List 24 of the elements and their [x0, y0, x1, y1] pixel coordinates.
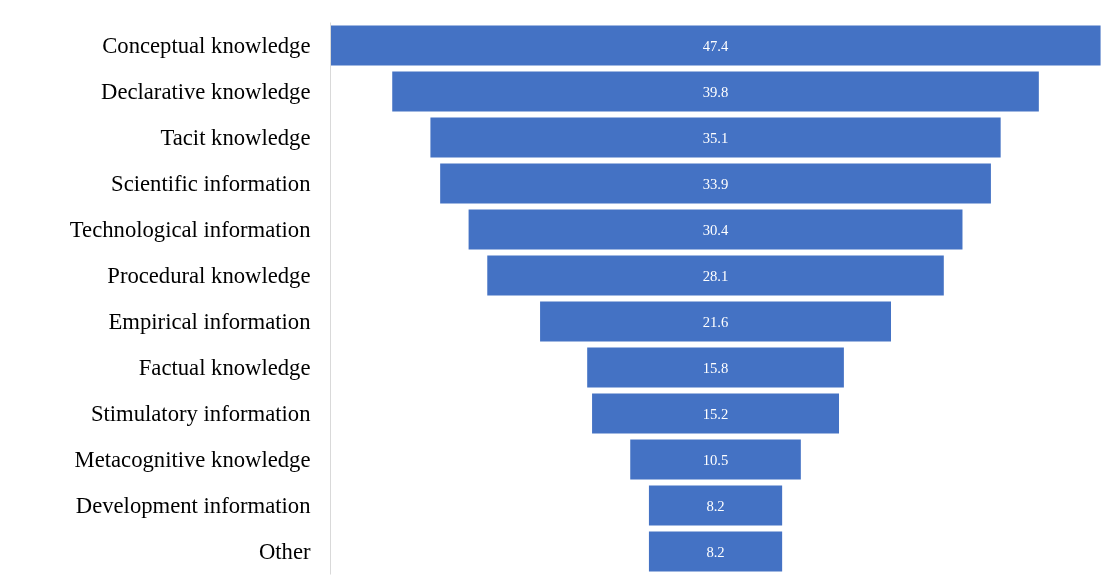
data-label: 39.8 [702, 83, 729, 100]
data-label: 15.8 [702, 359, 729, 376]
category-label: Development information [75, 493, 311, 518]
category-label: Technological information [69, 217, 311, 242]
data-label: 8.2 [706, 497, 725, 514]
category-label: Other [258, 539, 311, 564]
data-label: 15.2 [702, 405, 729, 422]
category-label: Empirical information [108, 309, 311, 334]
category-label: Procedural knowledge [107, 263, 311, 288]
data-label: 47.4 [702, 37, 730, 54]
data-label: 10.5 [702, 451, 729, 468]
category-label: Factual knowledge [138, 355, 311, 380]
category-label: Conceptual knowledge [102, 33, 311, 58]
data-label: 28.1 [702, 267, 729, 284]
data-label: 35.1 [702, 129, 729, 146]
data-label: 8.2 [706, 543, 725, 560]
data-label: 33.9 [702, 175, 729, 192]
category-label: Tacit knowledge [160, 125, 311, 150]
category-label: Stimulatory information [90, 401, 311, 426]
data-label: 21.6 [702, 313, 729, 330]
category-label: Scientific information [111, 171, 311, 196]
category-label: Declarative knowledge [101, 79, 311, 104]
category-label: Metacognitive knowledge [74, 447, 311, 472]
data-label: 30.4 [702, 221, 730, 238]
